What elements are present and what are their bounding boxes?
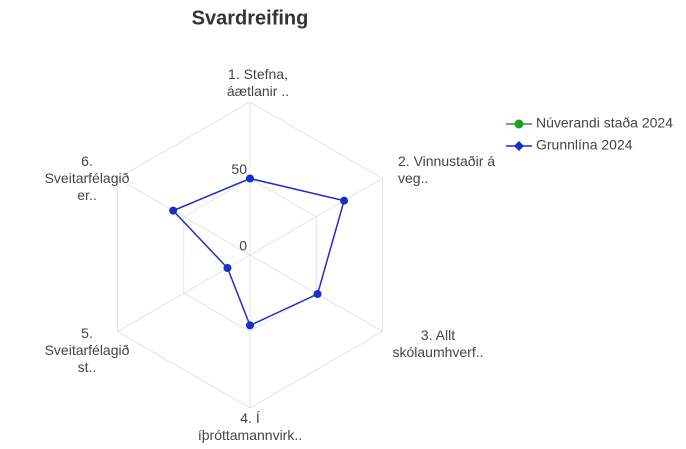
category-label: 1. Stefna, áætlanir ..: [226, 66, 290, 99]
category-label: 4. Í íþróttamannvirk..: [197, 410, 303, 443]
outer-ring: [116, 101, 384, 409]
chart-title: Svardreifing: [192, 7, 309, 29]
marker: [246, 321, 254, 330]
legend-marker: [514, 119, 524, 129]
series-line: [171, 177, 346, 327]
marker: [313, 290, 322, 299]
marker: [223, 264, 232, 273]
category-label: 3. Allt skólaumhverf..: [392, 327, 484, 360]
legend-label: Grunnlína 2024: [536, 137, 633, 153]
legend-marker: [514, 141, 524, 151]
radial-tick-label: 50: [231, 161, 247, 177]
radial-tick-label: 0: [239, 238, 247, 254]
marker: [169, 206, 178, 215]
marker: [340, 196, 349, 205]
category-label: 2. Vinnustaðir á veg..: [398, 153, 496, 186]
category-label: 6. Sveitarfélagið er..: [44, 153, 130, 203]
marker: [246, 174, 254, 183]
grid-ring: [183, 177, 317, 333]
category-label: 5. Sveitarfélagið st..: [44, 325, 130, 375]
legend-label: Núverandi staða 2024: [536, 115, 673, 131]
